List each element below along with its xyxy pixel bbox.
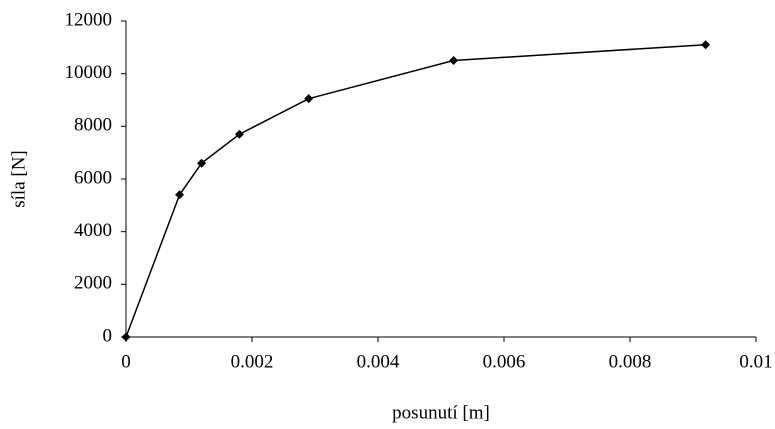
marker — [121, 332, 131, 342]
x-tick-label: 0 — [121, 351, 131, 372]
y-tick-label: 4000 — [74, 220, 112, 241]
x-tick-label: 0.008 — [609, 351, 652, 372]
x-tick-label: 0.006 — [483, 351, 526, 372]
y-tick-label: 6000 — [74, 167, 112, 188]
y-tick-label: 0 — [103, 325, 113, 346]
marker — [449, 56, 459, 65]
x-tick-label: 0.01 — [739, 351, 772, 372]
y-axis-label: síla [N] — [8, 150, 29, 208]
y-tick-label: 8000 — [74, 115, 112, 136]
y-tick-label: 2000 — [74, 273, 112, 294]
y-tick-label: 12000 — [65, 9, 113, 30]
marker — [234, 129, 244, 139]
marker — [304, 94, 314, 104]
data-line — [125, 43, 706, 338]
x-tick-label: 0.004 — [357, 351, 400, 372]
marker — [701, 40, 711, 50]
marker — [175, 190, 185, 200]
x-axis-label: posunutí [m] — [392, 402, 490, 423]
y-tick-label: 10000 — [65, 62, 113, 83]
x-tick-label: 0.002 — [231, 351, 274, 372]
marker — [197, 158, 207, 168]
